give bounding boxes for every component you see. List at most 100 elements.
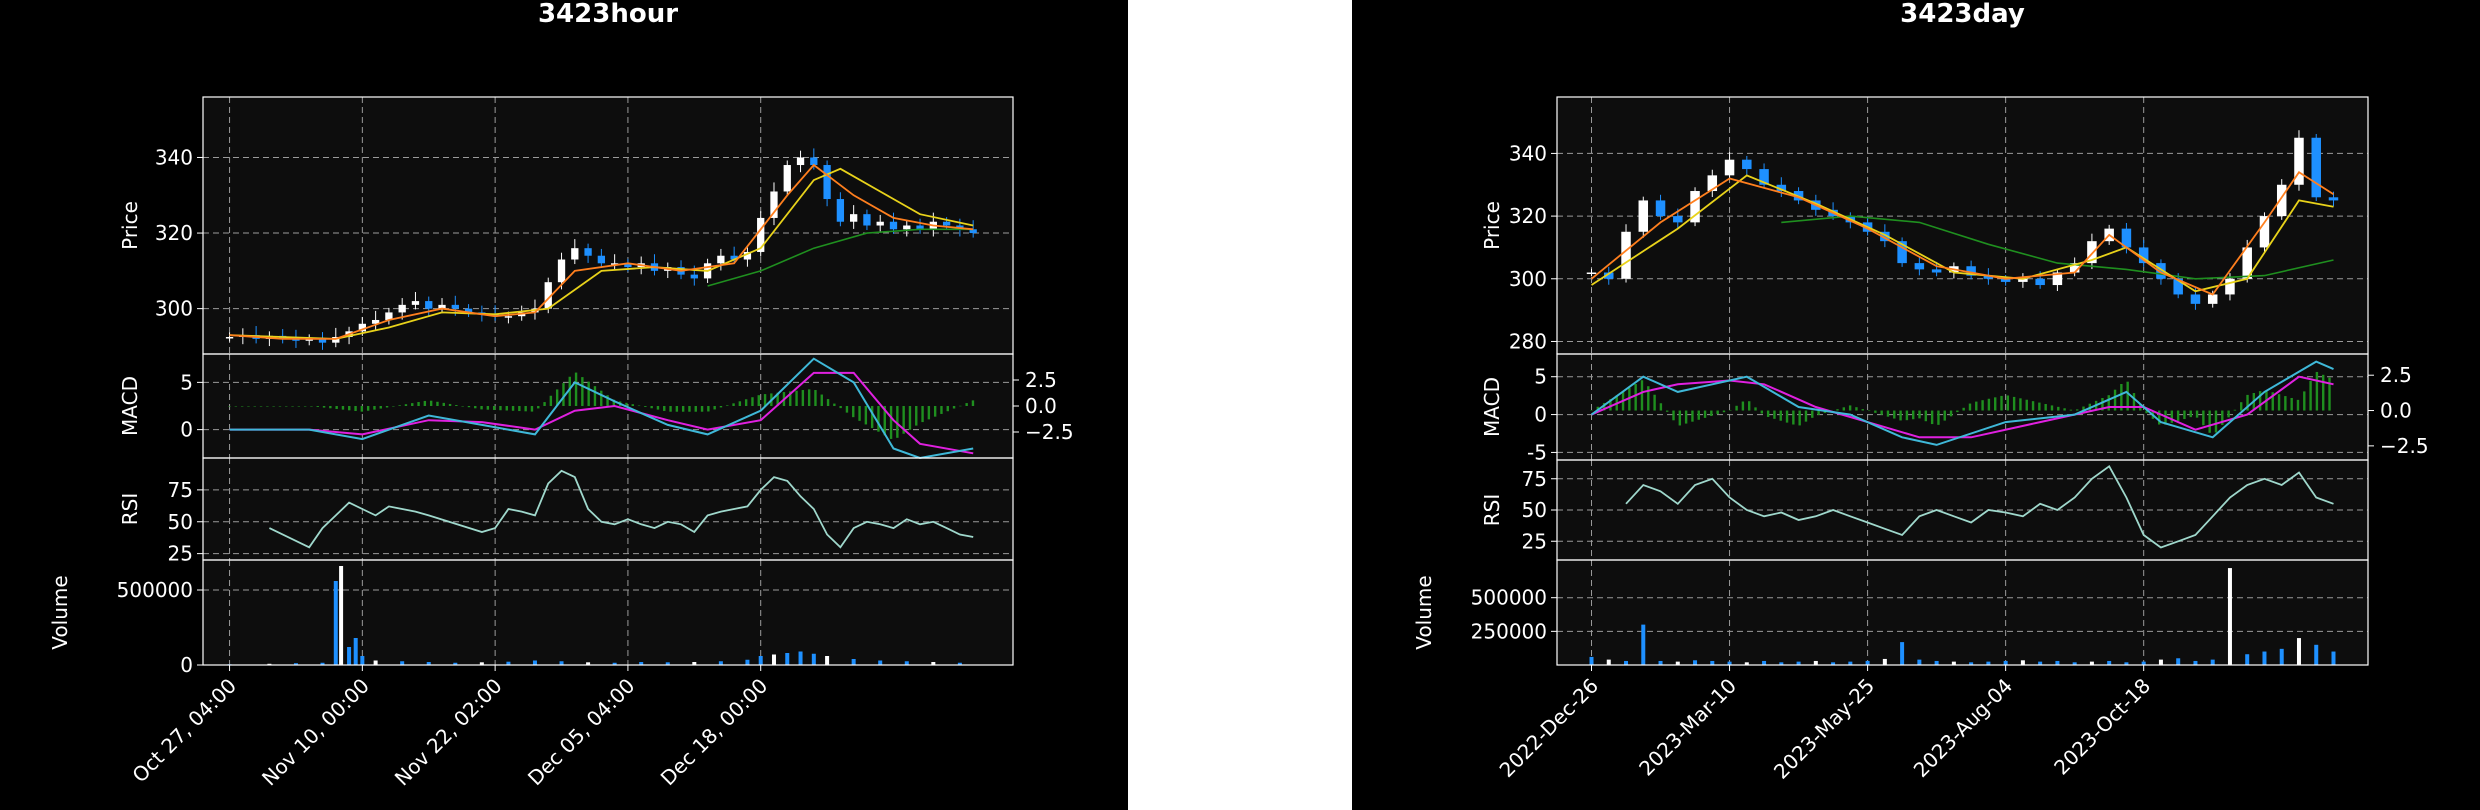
volume-bar (2193, 660, 2198, 665)
chart-title: 3423day (1900, 0, 2025, 29)
candle-body (783, 165, 791, 192)
macd-ytick-label-2: 5 (1534, 365, 1547, 389)
chart-day-svg: 3423day 280 300 320 340 Price -5 0 5 MACD 2.5 0.0 −2… (1412, 0, 2429, 784)
candle-body (2294, 137, 2304, 185)
macd-histogram-bar (2019, 398, 2022, 411)
macd-histogram-bar (1956, 410, 1959, 413)
volume-bar (1606, 659, 1611, 665)
macd-histogram-bar (562, 383, 565, 406)
macd-histogram-bar (1640, 380, 1644, 411)
volume-bar (2072, 662, 2077, 665)
macd-ytick-label-0: -5 (1527, 440, 1547, 464)
macd-histogram-bar (467, 406, 471, 408)
rsi-line (269, 469, 974, 549)
macd-histogram-bar (1949, 410, 1953, 417)
volume-bar (2210, 659, 2215, 665)
macd-histogram-bar (1937, 410, 1940, 425)
macd-signal-line (1591, 375, 2334, 439)
candle-body (757, 217, 765, 252)
xtick-label-2: Nov 22, 02:00 (390, 674, 507, 791)
price-ytick-label-1: 320 (155, 221, 193, 245)
macd-histogram-bar (2202, 410, 2205, 426)
volume-bar (1693, 660, 1698, 665)
macd-histogram-bar (247, 406, 250, 407)
candle-body (491, 314, 499, 317)
candle-body (1931, 269, 1942, 273)
macd-histogram-bar (1817, 410, 1820, 415)
macd-histogram-bar (366, 406, 370, 411)
xtick-label-0: 2022-Dec-26 (1495, 674, 1604, 783)
macd-histogram-bar (2246, 394, 2249, 411)
volume-bar (1934, 660, 1939, 665)
candle-body (1897, 241, 1907, 264)
macd-histogram-bar (795, 390, 798, 406)
macd-histogram-bar (637, 405, 641, 407)
macd-histogram-bar (581, 377, 584, 406)
chart-day: 3423day 280 300 320 340 Price -5 0 5 MACD 2.5 0.0 −2… (1352, 0, 2480, 810)
macd-ytick-label-1: 5 (180, 370, 193, 394)
candle-body (2035, 278, 2045, 286)
macd-histogram-bar (1994, 397, 1997, 411)
macd-histogram-bar (833, 403, 836, 406)
volume-ytick-label-1: 500000 (1471, 586, 1547, 610)
macd-histogram-bar (744, 399, 748, 406)
candle-body (1655, 200, 1666, 217)
macd-ylabel: MACD (1480, 377, 1504, 437)
macd-histogram-bar (1754, 407, 1757, 411)
candle-body (2018, 278, 2028, 282)
macd-histogram-bar (952, 406, 956, 409)
macd-histogram-bar (600, 390, 603, 406)
price-ytick-label-2: 320 (1509, 204, 1547, 228)
macd-right-tick-label-1: 0.0 (2380, 399, 2412, 423)
price-ma-long-line (1781, 215, 2334, 280)
macd-histogram-bar (1596, 406, 1600, 411)
macd-histogram-bar (1729, 410, 1732, 411)
volume-bar (1762, 660, 1767, 665)
candle-body (2173, 278, 2183, 295)
macd-histogram-bar (329, 406, 332, 409)
candle-body (557, 259, 566, 283)
candle-body (371, 319, 380, 324)
macd-right-tick-label-0: 2.5 (1025, 368, 1057, 392)
macd-ylabel: MACD (118, 376, 142, 436)
candle-body (796, 157, 805, 166)
macd-histogram-bar (845, 406, 849, 413)
volume-bar (2158, 659, 2163, 665)
volume-bar (1744, 662, 1749, 665)
macd-histogram-bar (2208, 410, 2211, 433)
macd-histogram-bar (1893, 410, 1896, 419)
macd-histogram-bar (612, 399, 616, 406)
macd-histogram-bar (707, 406, 710, 412)
macd-histogram-bar (549, 395, 553, 406)
price-panel-bg (1557, 97, 2368, 354)
candle-body (425, 301, 433, 309)
macd-histogram-bar (2290, 397, 2293, 411)
macd-histogram-bar (1748, 401, 1751, 411)
macd-histogram-bar (839, 406, 842, 409)
macd-histogram-bar (681, 406, 685, 412)
volume-bar (453, 662, 458, 665)
macd-histogram-bar (2221, 410, 2224, 425)
macd-right-tick-label-2: −2.5 (2380, 434, 2429, 458)
candle-body (318, 338, 327, 343)
macd-histogram-bar (1886, 410, 1890, 417)
volume-bar (1882, 658, 1887, 665)
macd-histogram-bar (2271, 392, 2274, 411)
macd-histogram-bar (1628, 387, 1631, 411)
chart-hour: 3423hour 300 320 340 Price 0 5 MACD 2.5 0.0 −2.5 25… (0, 0, 1128, 810)
candle-body (1621, 231, 1631, 279)
macd-histogram-bar (1697, 410, 1700, 420)
volume-bar (333, 581, 338, 665)
volume-ytick-label-0: 250000 (1471, 619, 1547, 643)
macd-histogram-bar (688, 406, 691, 412)
candle-body (411, 301, 420, 305)
candle-body (2121, 228, 2132, 248)
macd-histogram-bar (1943, 410, 1946, 421)
volume-panel-bg (203, 560, 1013, 665)
macd-histogram-bar (1968, 403, 1972, 411)
macd-histogram-bar (864, 406, 868, 425)
macd-histogram-bar (1634, 384, 1637, 411)
macd-histogram-bar (1773, 410, 1776, 419)
macd-histogram-bar (417, 402, 420, 406)
macd-histogram-bar (259, 406, 263, 407)
